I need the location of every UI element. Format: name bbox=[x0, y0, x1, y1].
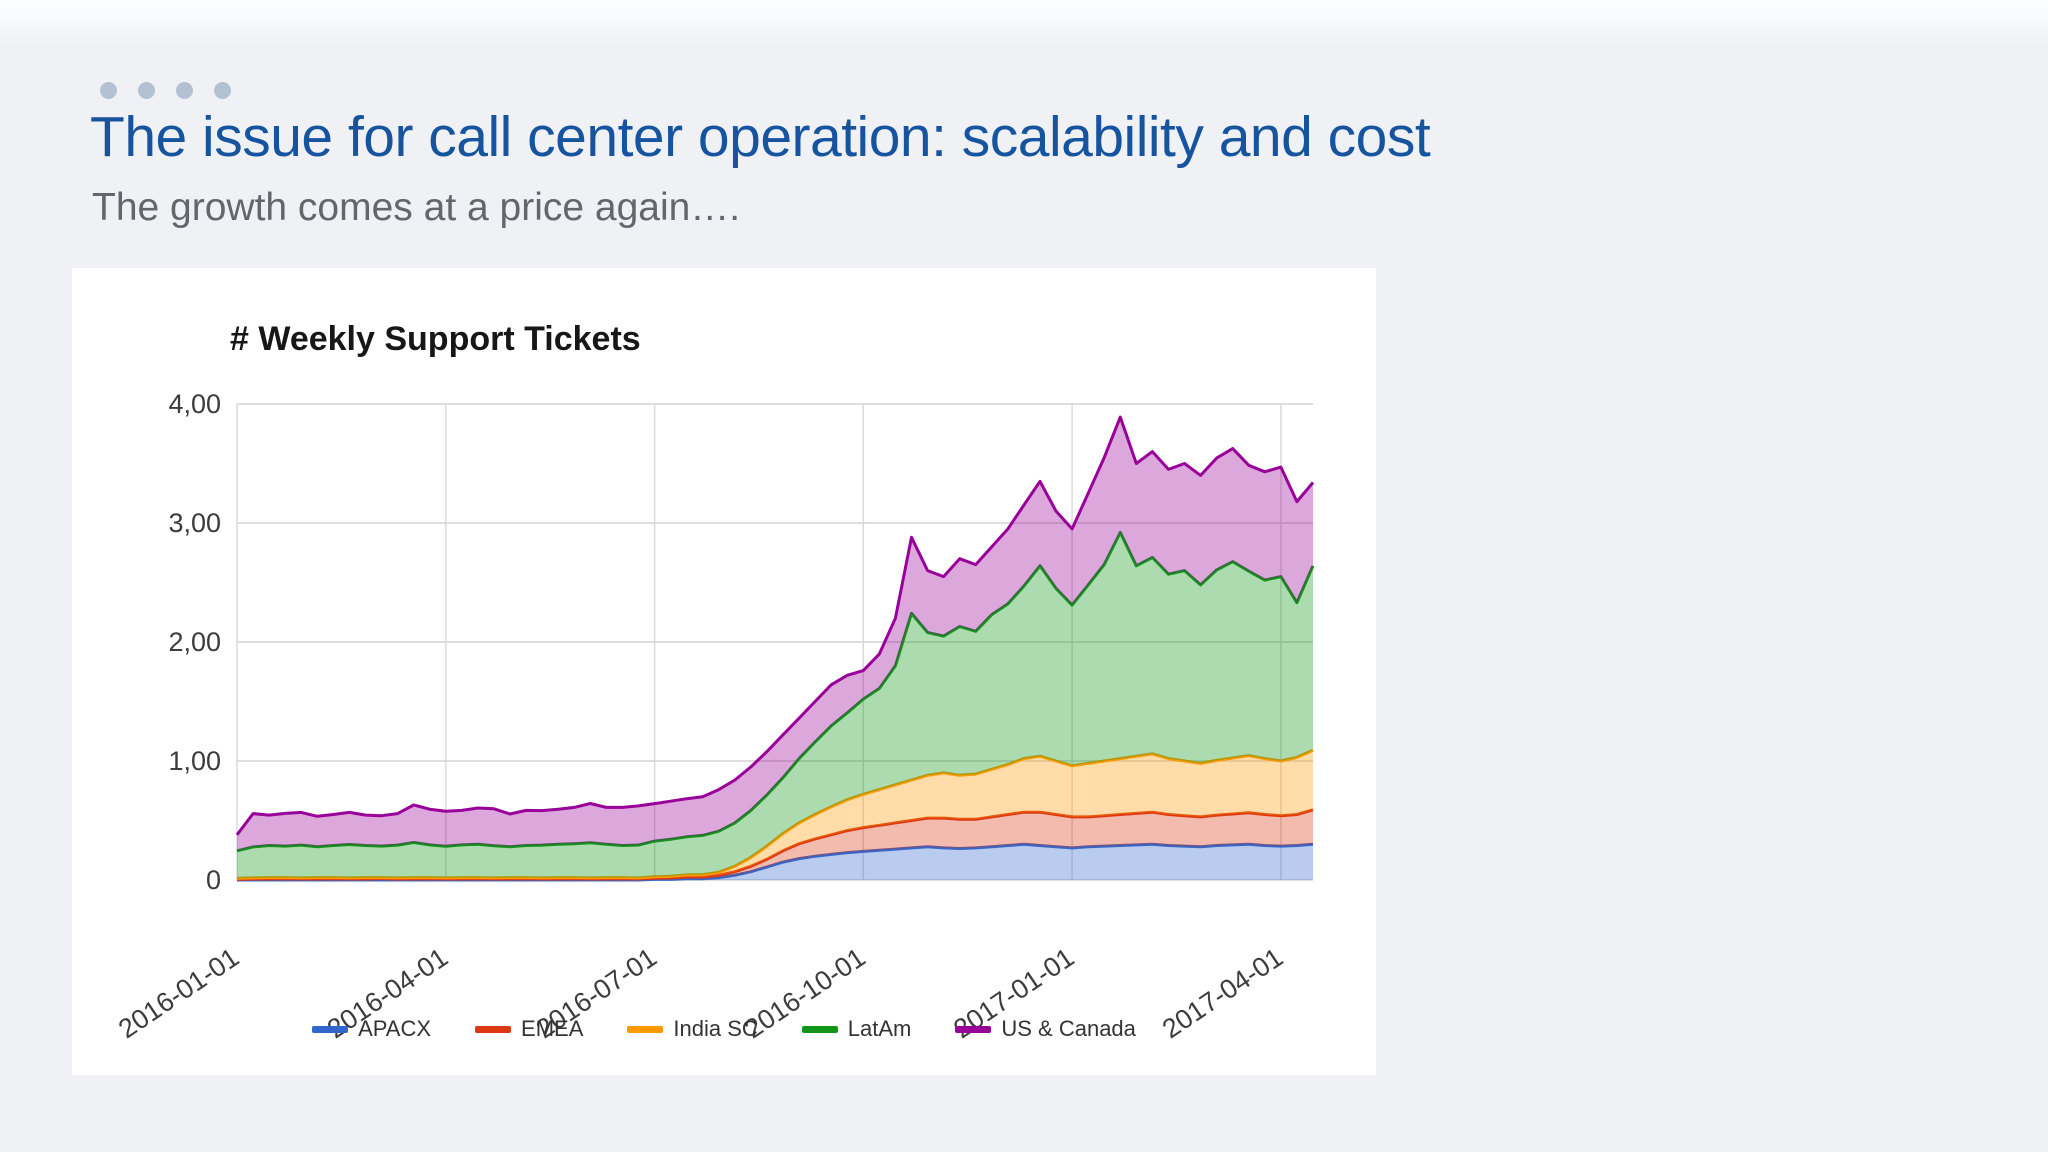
y-axis-tick-label: 0 bbox=[206, 865, 221, 895]
legend-item-india-sc: India SC bbox=[627, 1016, 758, 1042]
legend-label: APACX bbox=[358, 1016, 432, 1041]
y-axis-tick-label: 4,00 bbox=[168, 389, 221, 419]
y-axis-tick-label: 2,00 bbox=[168, 627, 221, 657]
legend-item-apacx: APACX bbox=[312, 1016, 431, 1042]
area-line-us-canada bbox=[235, 415, 1315, 836]
slide-title: The issue for call center operation: sca… bbox=[90, 105, 1431, 169]
legend-swatch-icon bbox=[627, 1025, 664, 1033]
area-band-apacx bbox=[237, 844, 1313, 880]
dot-icon bbox=[176, 82, 193, 99]
legend-label: LatAm bbox=[847, 1016, 912, 1041]
y-axis-tick-label: 1,00 bbox=[168, 746, 221, 776]
dot-icon bbox=[214, 82, 231, 99]
dot-icon bbox=[100, 82, 117, 99]
legend-label: US & Canada bbox=[1001, 1016, 1136, 1041]
legend-item-us-canada: US & Canada bbox=[955, 1016, 1136, 1042]
slide-progress-dots bbox=[100, 82, 231, 99]
area-line-latam bbox=[236, 531, 1315, 853]
legend-label: India SC bbox=[673, 1016, 758, 1041]
legend-label: EMEA bbox=[521, 1016, 584, 1041]
area-band-us-canada bbox=[237, 417, 1313, 851]
area-line-india-sc bbox=[236, 748, 1314, 880]
area-band-emea bbox=[237, 809, 1313, 880]
legend-swatch-icon bbox=[312, 1025, 349, 1033]
legend-swatch-icon bbox=[475, 1025, 512, 1033]
legend-item-emea: EMEA bbox=[475, 1016, 583, 1042]
chart-legend: APACX EMEA India SC LatAm US & Canada bbox=[72, 1016, 1376, 1042]
area-band-india-sc bbox=[237, 750, 1313, 880]
legend-swatch-icon bbox=[955, 1025, 992, 1033]
legend-swatch-icon bbox=[801, 1025, 838, 1033]
chart-title: # Weekly Support Tickets bbox=[230, 320, 641, 358]
dot-icon bbox=[138, 82, 155, 99]
area-band-latam bbox=[237, 532, 1313, 879]
legend-item-latam: LatAm bbox=[801, 1016, 912, 1042]
y-axis-tick-label: 3,00 bbox=[168, 508, 221, 538]
chart-card: 0 1,00 2,00 3,00 4,00 2016-01-01 2016-04-01 201… bbox=[72, 268, 1376, 1075]
slide-subtitle: The growth comes at a price again…. bbox=[92, 186, 741, 229]
